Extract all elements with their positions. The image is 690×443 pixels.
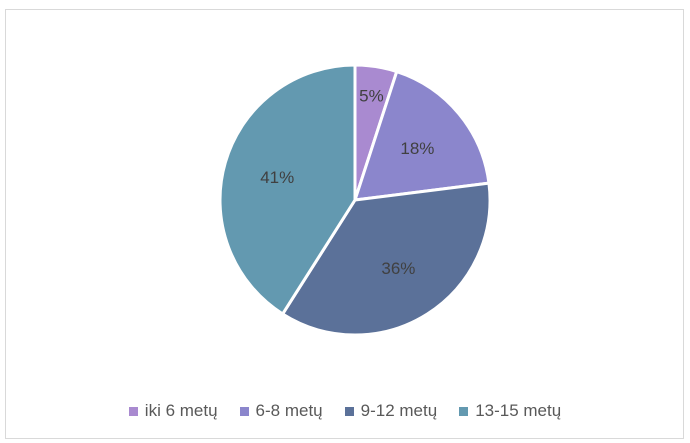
legend-label: 6-8 metų: [255, 401, 323, 420]
legend-item: 13-15 metų: [459, 401, 561, 421]
legend-swatch: [128, 406, 138, 416]
pie-slices: [218, 63, 492, 337]
legend-item: 9-12 metų: [344, 401, 438, 421]
legend: iki 6 metų 6-8 metų 9-12 metų 13-15 metų: [0, 399, 690, 423]
pie-data-label: 18%: [400, 139, 434, 158]
pie-slice: [218, 63, 357, 316]
pie-labels: 5% 18% 36% 41%: [260, 86, 434, 277]
pie-data-label: 5%: [359, 86, 384, 105]
legend-swatch: [459, 406, 469, 416]
legend-item: 6-8 metų: [239, 401, 323, 421]
legend-label: 13-15 metų: [475, 401, 562, 420]
legend-label: 9-12 metų: [360, 401, 438, 420]
legend-label: iki 6 metų: [144, 401, 218, 420]
pie-data-label: 36%: [381, 259, 415, 278]
legend-swatch: [239, 406, 249, 416]
pie-slice: [353, 70, 491, 202]
pie-data-label: 41%: [260, 168, 294, 187]
legend-item: iki 6 metų: [128, 401, 218, 421]
pie-slice: [281, 181, 492, 337]
legend-swatch: [344, 406, 354, 416]
